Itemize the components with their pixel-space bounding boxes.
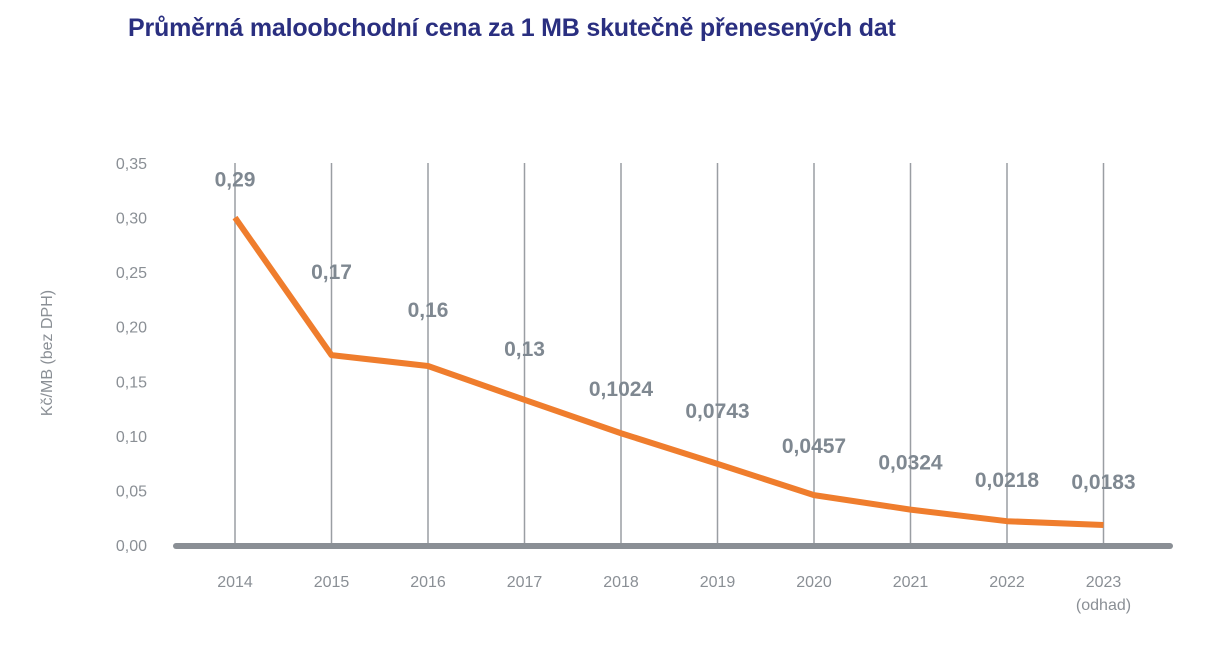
vertical-gridlines	[234, 163, 1105, 545]
data-label: 0,0743	[685, 400, 749, 423]
data-label: 0,17	[311, 261, 352, 284]
data-label: 0,0218	[975, 469, 1040, 492]
x-tick-label: 2019	[700, 574, 736, 591]
x-tick-label: 2016	[410, 574, 446, 591]
series-line	[232, 215, 1104, 529]
data-label: 0,1024	[589, 378, 654, 401]
data-label: 0,0457	[782, 435, 846, 458]
x-tick-label: 2018	[603, 574, 639, 591]
x-tick-label: 2014	[217, 574, 253, 591]
chart-title: Průměrná maloobchodní cena za 1 MB skute…	[128, 14, 896, 42]
y-axis-label: Kč/MB (bez DPH)	[39, 290, 56, 416]
x-tick-label: 2020	[796, 574, 832, 591]
data-labels: 0,29 0,17 0,16 0,13 0,1024 0,0743 0,0457 0,0324…	[215, 169, 1136, 494]
x-tick-label: 2023	[1086, 574, 1122, 591]
y-tick-label: 0,35	[116, 156, 147, 173]
y-tick-label: 0,05	[116, 483, 147, 500]
data-label: 0,13	[504, 338, 545, 361]
y-tick-label: 0,15	[116, 374, 147, 391]
data-label: 0,16	[408, 299, 449, 322]
y-tick-label: 0,20	[116, 320, 147, 337]
y-axis-ticks: 0,00 0,05 0,10 0,15 0,20 0,25 0,30 0,35	[116, 156, 147, 555]
x-tick-label: 2021	[893, 574, 929, 591]
y-tick-label: 0,25	[116, 265, 147, 282]
x-tick-sublabel: (odhad)	[1076, 597, 1131, 614]
x-tick-label: 2017	[507, 574, 543, 591]
y-tick-label: 0,30	[116, 211, 147, 228]
data-label: 0,0324	[878, 452, 943, 475]
data-label: 0,29	[215, 169, 256, 192]
x-tick-label: 2022	[989, 574, 1025, 591]
data-label: 0,0183	[1071, 471, 1135, 494]
y-tick-label: 0,00	[116, 538, 147, 555]
y-tick-label: 0,10	[116, 429, 147, 446]
x-axis-ticks: 2014 2015 2016 2017 2018 2019 2020 2021 2022 2023…	[217, 574, 1131, 614]
x-tick-label: 2015	[314, 574, 350, 591]
